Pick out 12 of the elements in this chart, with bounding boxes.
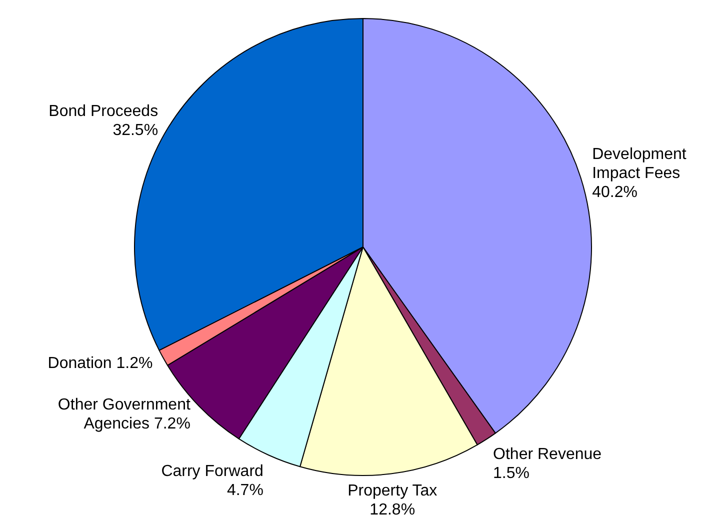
data-label: 12.8% bbox=[370, 502, 416, 519]
data-label: 40.2% bbox=[592, 184, 638, 202]
data-label: 4.7% bbox=[226, 482, 264, 499]
data-label: 1.5% bbox=[493, 465, 530, 482]
slice-label: Other Government Agencies 7.2% bbox=[58, 396, 191, 432]
data-label: 32.5% bbox=[112, 122, 158, 140]
slice-label: Development Impact Fees bbox=[592, 146, 687, 182]
slice-label: Property Tax bbox=[348, 482, 438, 500]
slice-label: Carry Forward bbox=[161, 462, 264, 480]
slice-label: Donation 1.2% bbox=[48, 355, 153, 372]
slice-label: Bond Proceeds bbox=[48, 103, 158, 120]
slice-label: Other Revenue bbox=[493, 446, 602, 464]
